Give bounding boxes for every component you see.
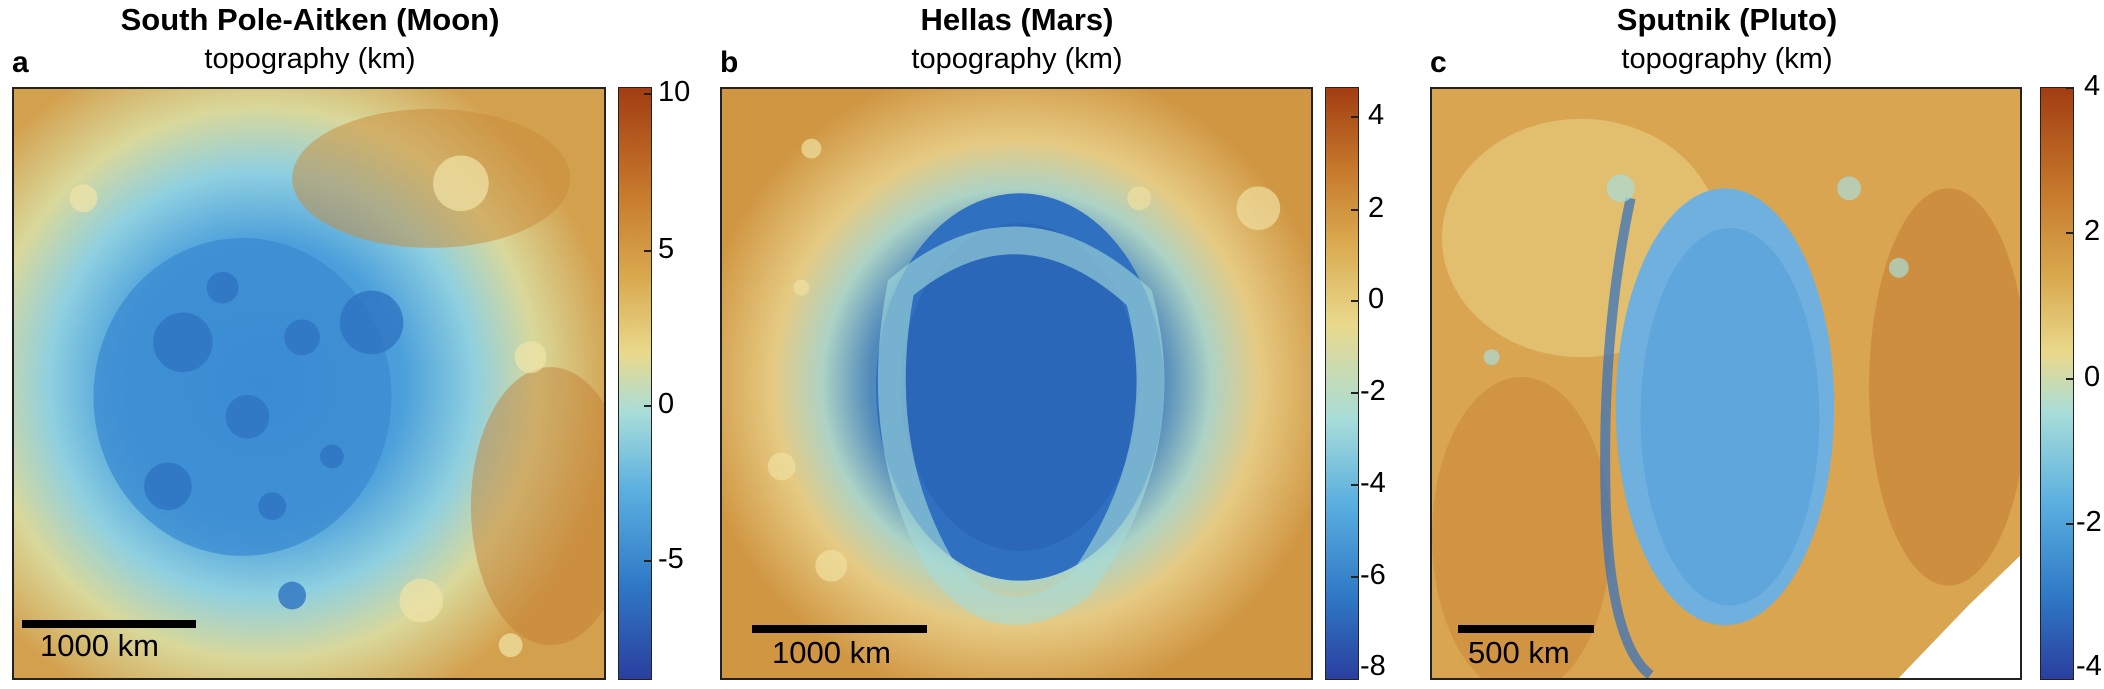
colorbar-tick-label: -5	[658, 543, 684, 575]
panel-subtitle: topography (km)	[204, 43, 416, 75]
colorbar-tick-label: 0	[1368, 283, 1385, 315]
colorbar-tick-label: 4	[2084, 70, 2101, 102]
colorbar-tick-label: 10	[658, 76, 691, 108]
topography-map-pluto	[1430, 87, 2022, 680]
scale-label: 500 km	[1468, 635, 1570, 670]
panel-title: South Pole-Aitken (Moon)	[120, 2, 500, 37]
colorbar-tick-label: 4	[1368, 99, 1385, 131]
colorbar-tick-label: -2	[1360, 375, 1386, 407]
colorbar-tick-label: -8	[1360, 650, 1386, 682]
colorbar-tick-label: -6	[1360, 559, 1386, 591]
colorbar-tick-label: -2	[2076, 506, 2102, 538]
colorbar-tick-label: 0	[658, 388, 675, 420]
scale-bar	[752, 625, 927, 633]
panel-subtitle: topography (km)	[1621, 43, 1833, 75]
panel-a: South Pole-Aitken (Moon) a topography (k…	[0, 0, 700, 689]
scale-label: 1000 km	[772, 635, 891, 670]
scale-bar	[22, 620, 196, 628]
topography-map-mars	[720, 87, 1313, 680]
colorbar-tick-label: -4	[1360, 467, 1386, 499]
panel-letter: a	[12, 46, 29, 79]
panel-subtitle: topography (km)	[911, 43, 1123, 75]
colorbar-tick-label: 2	[1368, 192, 1385, 224]
panel-title: Hellas (Mars)	[920, 2, 1114, 37]
colorbar-tick-label: 5	[658, 233, 675, 265]
colorbar-tick-label: 2	[2084, 215, 2101, 247]
colorbar-moon	[618, 87, 652, 680]
panel-title: Sputnik (Pluto)	[1616, 2, 1838, 37]
panel-letter: c	[1430, 46, 1447, 79]
colorbar-pluto	[2040, 87, 2074, 680]
colorbar-tick-label: 0	[2084, 361, 2101, 393]
scale-bar	[1458, 625, 1594, 633]
panel-c: Sputnik (Pluto) c topography (km) 500 km…	[1430, 0, 2104, 689]
topography-map-moon	[12, 87, 606, 680]
panel-letter: b	[720, 46, 739, 79]
colorbar-mars	[1325, 87, 1359, 680]
colorbar-tick-label: -4	[2076, 650, 2102, 682]
panel-b: Hellas (Mars) b topography (km)	[720, 0, 1400, 689]
scale-label: 1000 km	[40, 628, 159, 663]
